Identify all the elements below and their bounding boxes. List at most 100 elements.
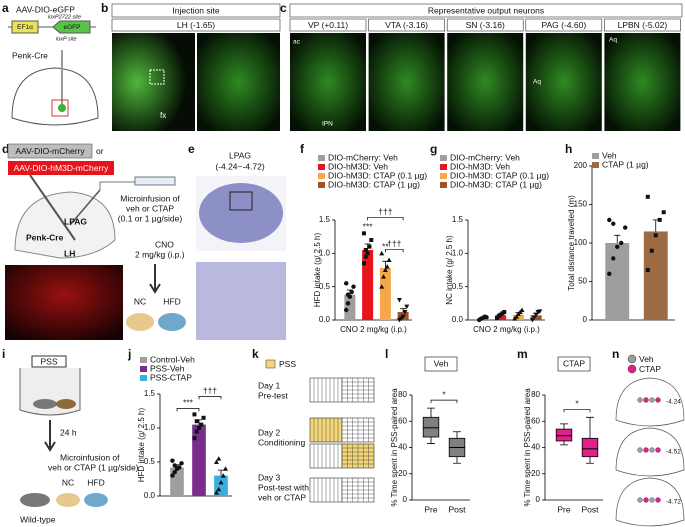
y-tick-label: 0 — [536, 495, 541, 504]
micrograph — [112, 33, 195, 131]
data-point — [345, 292, 351, 297]
day: Day 2 — [258, 427, 280, 437]
legend: PSS — [279, 359, 296, 369]
data-point — [223, 466, 229, 471]
or: or — [96, 146, 104, 156]
header-box — [289, 18, 367, 32]
header-box — [111, 18, 281, 32]
data-point — [172, 470, 177, 475]
data-point — [537, 309, 543, 314]
bar — [170, 467, 184, 496]
pss-label: PSS — [40, 356, 57, 366]
pellets — [126, 313, 154, 331]
x-tick-label: Post — [581, 504, 599, 514]
data-point — [220, 473, 226, 478]
site-label: loxP2722 site — [48, 14, 81, 20]
region: VP (+0.11) — [308, 20, 348, 30]
micrograph — [197, 33, 280, 131]
chart-title: CTAP — [563, 358, 585, 368]
data-point — [201, 415, 206, 420]
legend-swatch — [592, 162, 599, 168]
mouse-icon — [33, 399, 57, 409]
bar — [362, 250, 374, 320]
y-axis-label: % Time spent in PSS-paired area — [390, 388, 399, 507]
data-point — [192, 436, 197, 441]
bracket — [176, 408, 200, 412]
box — [555, 428, 573, 442]
data-point — [649, 248, 654, 253]
data-point — [514, 314, 520, 319]
micrograph — [604, 33, 681, 131]
placement — [649, 447, 655, 453]
box — [581, 437, 599, 458]
region: LPBN (-5.02) — [618, 20, 668, 30]
data-point — [657, 217, 662, 222]
data-point — [197, 426, 201, 430]
day: Post-test with — [258, 482, 309, 492]
micrograph — [368, 33, 445, 131]
data-point — [611, 256, 616, 261]
arrow — [44, 420, 56, 452]
panel-label: h — [565, 142, 572, 156]
vector: AAV-DIO-hM3D-mCherry — [14, 163, 110, 173]
brain-section — [615, 377, 685, 427]
chart-title: Veh — [434, 358, 449, 368]
y-tick-label: 40 — [398, 443, 407, 452]
data-point — [382, 267, 388, 272]
y-tick-label: 1.5 — [319, 215, 331, 224]
y-tick-label: 20 — [398, 469, 407, 478]
vector-box — [8, 161, 114, 175]
placement — [643, 397, 649, 403]
data-point — [519, 307, 525, 312]
panel-label: n — [612, 347, 619, 361]
data-point — [179, 461, 184, 466]
legend-swatch — [627, 354, 637, 364]
data-point — [615, 244, 620, 250]
region: LH (-1.65) — [177, 20, 215, 30]
cno-text: CNO — [155, 239, 174, 249]
placement — [637, 497, 643, 503]
data-point — [381, 274, 387, 279]
data-point — [484, 315, 489, 320]
site-label: loxP site — [56, 36, 77, 42]
data-point — [384, 264, 390, 269]
y-tick-label: 50 — [578, 277, 587, 286]
y-axis-label: NC intake (g/ 2.5 h) — [445, 235, 454, 305]
annotation: * — [442, 389, 446, 399]
annotation: ††† — [203, 386, 217, 396]
data-point — [379, 250, 385, 256]
fiber — [29, 174, 76, 241]
pellet-label: HFD — [87, 477, 104, 487]
y-tick-label: 1.5 — [452, 215, 464, 224]
promoter-box — [11, 20, 39, 34]
y-tick-label: 150 — [574, 200, 588, 209]
y-tick-label: 1.0 — [319, 248, 331, 257]
y-axis-label: Total distance travelled (m) — [567, 195, 576, 291]
data-point — [194, 429, 199, 434]
y-tick-label: 60 — [531, 416, 540, 425]
legend-swatch — [265, 359, 276, 369]
bracket — [563, 408, 591, 413]
box — [422, 416, 440, 438]
panel-label: e — [188, 142, 195, 156]
bar — [530, 315, 542, 320]
pellets — [158, 313, 186, 331]
annotation: ††† — [387, 239, 401, 249]
data-point — [661, 210, 666, 215]
legend-swatch — [140, 366, 147, 372]
title: (-4.24~-4.72) — [215, 161, 265, 171]
infusion-text: veh or CTAP (1 µg/side) — [48, 462, 139, 472]
y-tick-label: 1.0 — [452, 248, 464, 257]
day: Day 1 — [258, 380, 280, 390]
header-box — [289, 3, 683, 18]
placement — [637, 447, 643, 453]
panel-label: m — [517, 347, 528, 361]
brain-section — [615, 427, 685, 477]
y-tick-label: 0.5 — [319, 282, 331, 291]
data-point — [400, 314, 406, 320]
annotation: * — [575, 399, 579, 409]
y-tick-label: 0.0 — [144, 491, 156, 500]
data-point — [363, 248, 368, 252]
legend-swatch — [440, 173, 447, 179]
